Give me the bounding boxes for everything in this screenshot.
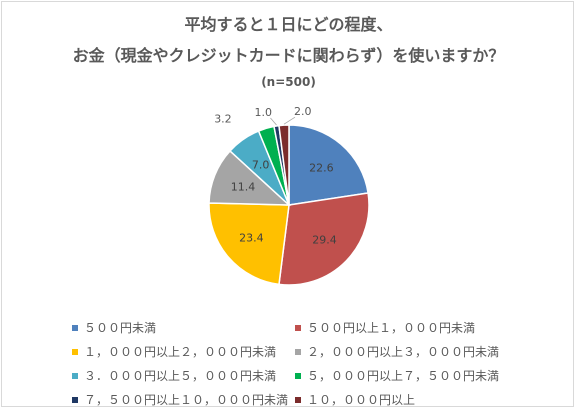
data-label-7: 1.0 [254, 106, 271, 119]
pie-slice-2 [278, 192, 370, 286]
pie-slice-3 [208, 202, 290, 286]
leader-line-7 [270, 117, 277, 126]
data-label-8: 2.0 [294, 105, 312, 118]
leader-line-8 [283, 116, 296, 125]
data-label-1: 22.6 [309, 161, 334, 174]
chart-subtitle: (n=500) [261, 75, 316, 89]
data-label-4: 11.4 [231, 180, 256, 193]
data-label-5: 7.0 [252, 158, 270, 171]
chart-title-line-1: 平均すると１日にどの程度、 [184, 15, 393, 34]
pie-slice-1 [288, 124, 369, 206]
data-label-6: 3.2 [214, 112, 232, 125]
data-label-3: 23.4 [239, 231, 264, 244]
data-label-2: 29.4 [312, 234, 337, 247]
pie-slice-8 [278, 124, 290, 206]
chart-title-line-2: お金（現金やクレジットカードに関わらず）を使いますか？ [72, 46, 505, 65]
